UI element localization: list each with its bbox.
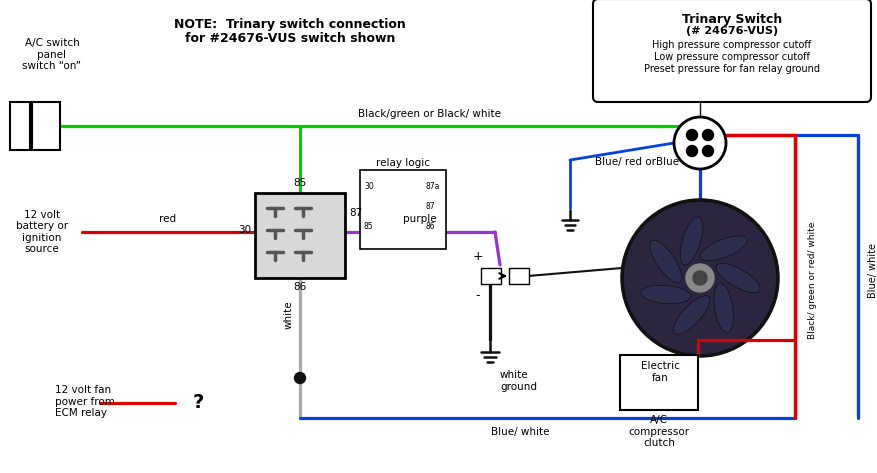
Ellipse shape (714, 283, 733, 333)
Text: Electric
fan: Electric fan (640, 361, 680, 383)
Text: A/C
compressor
clutch: A/C compressor clutch (629, 415, 689, 448)
Text: A/C switch
panel
switch “on”: A/C switch panel switch “on” (23, 38, 82, 71)
Circle shape (687, 130, 697, 140)
Circle shape (702, 146, 714, 157)
FancyBboxPatch shape (32, 102, 60, 150)
Text: Black/ green or red/ white: Black/ green or red/ white (808, 221, 817, 339)
Text: NOTE:  Trinary switch connection: NOTE: Trinary switch connection (175, 18, 406, 31)
Text: 85: 85 (294, 178, 307, 188)
Text: 87a: 87a (426, 182, 440, 191)
Ellipse shape (650, 240, 681, 283)
Text: white: white (284, 301, 294, 329)
Circle shape (702, 130, 714, 140)
Text: Low pressure compressor cutoff: Low pressure compressor cutoff (654, 52, 810, 62)
Circle shape (622, 200, 778, 356)
Ellipse shape (716, 263, 760, 293)
Ellipse shape (641, 285, 691, 304)
Text: 30: 30 (238, 225, 251, 235)
Circle shape (674, 117, 726, 169)
Text: (# 24676-VUS): (# 24676-VUS) (686, 26, 778, 36)
Ellipse shape (674, 296, 709, 334)
Text: 85: 85 (364, 221, 374, 230)
FancyBboxPatch shape (255, 193, 345, 278)
Text: relay logic: relay logic (376, 158, 430, 168)
FancyBboxPatch shape (593, 0, 871, 102)
Circle shape (686, 264, 714, 292)
Text: +: + (473, 250, 483, 263)
FancyBboxPatch shape (620, 355, 698, 410)
Text: 86: 86 (426, 221, 436, 230)
Text: 30: 30 (364, 182, 374, 191)
Circle shape (624, 202, 776, 354)
Ellipse shape (700, 236, 747, 261)
FancyBboxPatch shape (509, 268, 529, 284)
Circle shape (295, 373, 305, 384)
FancyBboxPatch shape (10, 102, 30, 150)
Circle shape (693, 271, 707, 285)
Text: for #24676-VUS switch shown: for #24676-VUS switch shown (185, 32, 396, 45)
Text: Blue/ red orBlue: Blue/ red orBlue (595, 157, 679, 167)
FancyBboxPatch shape (360, 170, 446, 249)
Text: 12 volt
battery or
ignition
source: 12 volt battery or ignition source (16, 210, 68, 254)
Text: white
ground: white ground (500, 370, 537, 392)
Circle shape (687, 146, 697, 157)
Text: 86: 86 (294, 282, 307, 292)
Text: Black/green or Black/ white: Black/green or Black/ white (359, 109, 502, 119)
Text: Preset pressure for fan relay ground: Preset pressure for fan relay ground (644, 64, 820, 74)
Text: 87: 87 (426, 201, 436, 210)
Text: red: red (160, 214, 176, 224)
Text: Blue/ white: Blue/ white (868, 243, 877, 298)
Text: purple: purple (403, 214, 437, 224)
Text: 12 volt fan
power from
ECM relay: 12 volt fan power from ECM relay (55, 385, 115, 418)
Text: Trinary Switch: Trinary Switch (682, 13, 782, 26)
Text: 87: 87 (349, 208, 362, 218)
Text: ?: ? (193, 394, 204, 412)
Text: Blue/ white: Blue/ white (491, 427, 549, 437)
Ellipse shape (681, 217, 702, 265)
FancyBboxPatch shape (481, 268, 501, 284)
Text: High pressure compressor cutoff: High pressure compressor cutoff (652, 40, 811, 50)
Text: -: - (475, 289, 481, 302)
